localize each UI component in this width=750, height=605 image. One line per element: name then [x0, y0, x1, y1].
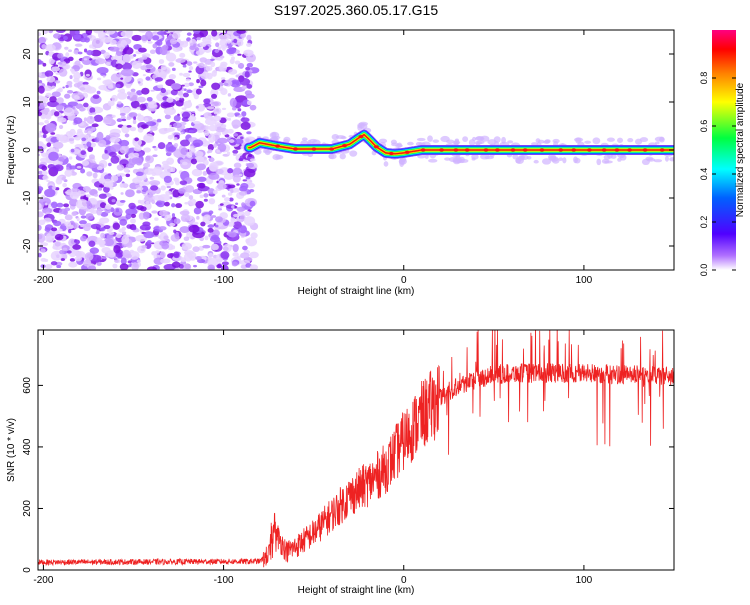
spectrogram-heatmap: [38, 30, 674, 270]
spectrogram-y-ticks: -20 -10 0 10 20: [22, 48, 674, 253]
y-tick-label: 600: [22, 377, 33, 394]
y-tick-label: 0: [22, 147, 33, 153]
colorbar-tick-label: 0.0: [699, 264, 709, 277]
snr-panel: -200 -100 0 100 0 200 400 600 Height of straig…: [6, 329, 675, 596]
y-tick-label: 0: [22, 567, 33, 573]
snr-y-label: SNR (10 * v/v): [6, 418, 17, 482]
noise-speckle: [38, 30, 260, 270]
x-tick-label: 100: [576, 575, 593, 586]
snr-x-ticks: -200 -100 0 100: [33, 330, 593, 586]
snr-y-ticks: 0 200 400 600: [22, 377, 674, 573]
y-tick-label: -20: [22, 238, 33, 253]
y-tick-label: 20: [22, 48, 33, 60]
colorbar: 0.0 0.2 0.4 0.6 0.8 Normalized spectral ampl…: [699, 30, 746, 276]
x-tick-label: 0: [401, 275, 407, 286]
snr-x-label: Height of straight line (km): [298, 585, 415, 596]
x-tick-label: -200: [33, 575, 53, 586]
colorbar-gradient: [712, 30, 736, 270]
spectrogram-y-label: Frequency (Hz): [6, 116, 17, 185]
colorbar-tick-label: 0.2: [699, 216, 709, 229]
colorbar-tick-label: 0.4: [699, 168, 709, 181]
y-tick-label: 400: [22, 438, 33, 455]
x-tick-label: -200: [33, 275, 53, 286]
x-tick-label: 0: [401, 575, 407, 586]
spectrogram-x-label: Height of straight line (km): [298, 286, 415, 297]
ridge-peaks: [275, 134, 665, 156]
colorbar-tick-label: 0.8: [699, 72, 709, 85]
colorbar-ticks: 0.0 0.2 0.4 0.6 0.8: [699, 72, 736, 277]
figure-title: S197.2025.360.05.17.G15: [274, 2, 438, 18]
snr-frame: [37, 329, 675, 571]
colorbar-tick-label: 0.6: [699, 120, 709, 133]
y-tick-label: 10: [22, 96, 33, 108]
spectrogram-x-ticks: -200 -100 0 100: [33, 30, 593, 286]
colorbar-label: Normalized spectral amplitude: [735, 82, 746, 217]
x-tick-label: -100: [214, 275, 234, 286]
y-tick-label: -10: [22, 190, 33, 205]
y-tick-label: 200: [22, 500, 33, 517]
x-tick-label: -100: [214, 575, 234, 586]
snr-series-line: [38, 330, 674, 568]
x-tick-label: 100: [576, 275, 593, 286]
